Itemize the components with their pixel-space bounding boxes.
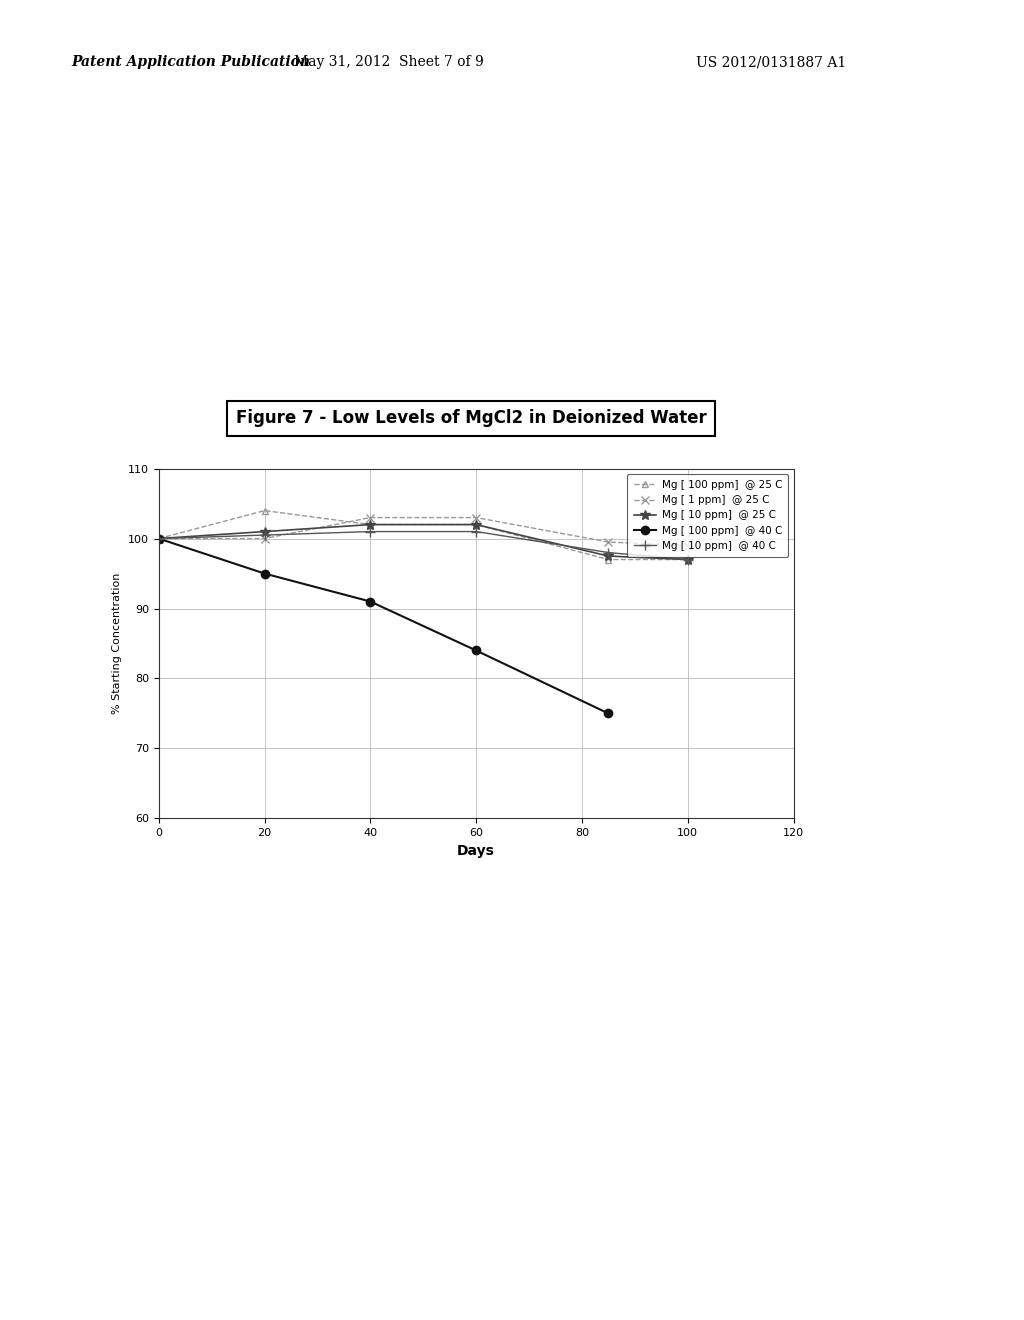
Mg [ 10 ppm]  @ 40 C <box>470 524 482 540</box>
Mg [ 10 ppm]  @ 40 C <box>602 545 614 561</box>
Mg [ 10 ppm]  @ 40 C <box>682 552 694 568</box>
X-axis label: Days: Days <box>458 843 495 858</box>
Line: Mg [ 100 ppm]  @ 40 C: Mg [ 100 ppm] @ 40 C <box>155 535 612 718</box>
Mg [ 1 ppm]  @ 25 C <box>365 510 377 525</box>
Mg [ 100 ppm]  @ 25 C <box>682 552 694 568</box>
Text: US 2012/0131887 A1: US 2012/0131887 A1 <box>696 55 847 70</box>
Line: Mg [ 10 ppm]  @ 40 C: Mg [ 10 ppm] @ 40 C <box>154 527 692 565</box>
Mg [ 100 ppm]  @ 25 C <box>602 552 614 568</box>
Line: Mg [ 10 ppm]  @ 25 C: Mg [ 10 ppm] @ 25 C <box>154 520 692 565</box>
Text: Figure 7 - Low Levels of MgCl2 in Deionized Water: Figure 7 - Low Levels of MgCl2 in Deioni… <box>236 409 707 428</box>
Mg [ 100 ppm]  @ 40 C <box>258 565 270 581</box>
Mg [ 100 ppm]  @ 25 C <box>470 516 482 532</box>
Text: May 31, 2012  Sheet 7 of 9: May 31, 2012 Sheet 7 of 9 <box>294 55 484 70</box>
Mg [ 100 ppm]  @ 40 C <box>365 594 377 610</box>
Mg [ 10 ppm]  @ 40 C <box>258 527 270 543</box>
Mg [ 10 ppm]  @ 25 C <box>470 516 482 532</box>
Mg [ 100 ppm]  @ 40 C <box>153 531 165 546</box>
Mg [ 10 ppm]  @ 25 C <box>602 548 614 564</box>
Mg [ 1 ppm]  @ 25 C <box>682 537 694 553</box>
Mg [ 100 ppm]  @ 40 C <box>470 643 482 659</box>
Y-axis label: % Starting Concentration: % Starting Concentration <box>113 573 123 714</box>
Mg [ 1 ppm]  @ 25 C <box>470 510 482 525</box>
Mg [ 10 ppm]  @ 25 C <box>365 516 377 532</box>
Mg [ 1 ppm]  @ 25 C <box>153 531 165 546</box>
Mg [ 100 ppm]  @ 25 C <box>258 503 270 519</box>
Mg [ 1 ppm]  @ 25 C <box>602 535 614 550</box>
Mg [ 10 ppm]  @ 25 C <box>153 531 165 546</box>
Mg [ 100 ppm]  @ 40 C <box>602 705 614 721</box>
Mg [ 100 ppm]  @ 25 C <box>365 516 377 532</box>
Mg [ 10 ppm]  @ 40 C <box>153 531 165 546</box>
Text: Patent Application Publication: Patent Application Publication <box>72 55 310 70</box>
Line: Mg [ 1 ppm]  @ 25 C: Mg [ 1 ppm] @ 25 C <box>155 513 692 549</box>
Mg [ 1 ppm]  @ 25 C <box>258 531 270 546</box>
Mg [ 10 ppm]  @ 25 C <box>258 524 270 540</box>
Mg [ 10 ppm]  @ 25 C <box>682 552 694 568</box>
Legend: Mg [ 100 ppm]  @ 25 C, Mg [ 1 ppm]  @ 25 C, Mg [ 10 ppm]  @ 25 C, Mg [ 100 ppm] : Mg [ 100 ppm] @ 25 C, Mg [ 1 ppm] @ 25 C… <box>628 474 788 557</box>
Line: Mg [ 100 ppm]  @ 25 C: Mg [ 100 ppm] @ 25 C <box>156 507 691 564</box>
Mg [ 100 ppm]  @ 25 C <box>153 531 165 546</box>
Mg [ 10 ppm]  @ 40 C <box>365 524 377 540</box>
